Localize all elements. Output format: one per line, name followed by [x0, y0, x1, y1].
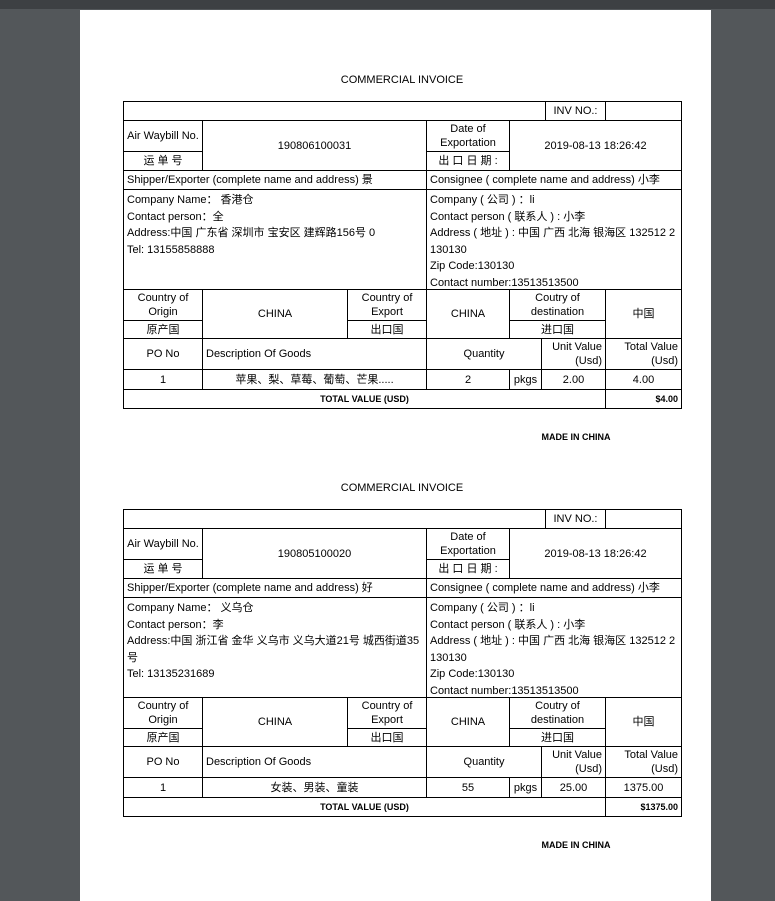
export-country-label-cn: 出口国 [347, 320, 427, 339]
col-po-no: PO No [123, 746, 203, 778]
origin-label-cn: 原产国 [123, 728, 203, 747]
shipper-details: Company Name： 香港仓 Contact person：全 Address… [123, 189, 427, 290]
consignee-line: Zip Code:130130 [430, 668, 515, 680]
col-unit-value: Unit Value (Usd) [541, 746, 606, 778]
inv-no-value [605, 509, 682, 529]
destination-label: Coutry of destination [509, 289, 606, 321]
shipper-line: Tel: 13135231689 [127, 668, 215, 680]
consignee-details: Company ( 公司 ) ：li Contact person ( 联系人 )… [426, 597, 682, 698]
item-unit-value: 25.00 [541, 777, 606, 798]
destination-label-cn: 进口国 [509, 320, 606, 339]
waybill-label-cn: 运 单 号 [123, 151, 203, 171]
item-unit: pkgs [509, 369, 542, 390]
document-page: COMMERCIAL INVOICE INV NO.: Air Waybill No… [80, 10, 711, 901]
waybill-label: Air Waybill No. [123, 528, 203, 560]
consignee-line: Company ( 公司 ) ：li [430, 194, 535, 206]
made-in-label: MADE IN CHINA [541, 432, 611, 442]
col-description: Description Of Goods [202, 338, 427, 370]
total-label: TOTAL VALUE (USD) [123, 797, 606, 817]
item-total-value: 1375.00 [605, 777, 682, 798]
date-label: Date of Exportation [426, 120, 510, 152]
destination-value: 中国 [605, 289, 682, 339]
shipper-header: Shipper/Exporter (complete name and addr… [123, 578, 427, 598]
col-unit-value: Unit Value (Usd) [541, 338, 606, 370]
date-label-cn: 出 口 日 期 : [426, 559, 510, 579]
total-value: $4.00 [605, 389, 682, 409]
item-po-no: 1 [123, 777, 203, 798]
waybill-label-cn: 运 单 号 [123, 559, 203, 579]
origin-value: CHINA [202, 697, 348, 747]
item-total-value: 4.00 [605, 369, 682, 390]
origin-label: Country of Origin [123, 289, 203, 321]
col-total-value: Total Value (Usd) [605, 338, 682, 370]
export-date: 2019-08-13 18:26:42 [509, 120, 682, 171]
col-quantity: Quantity [426, 338, 542, 370]
consignee-line: 130130 [430, 651, 467, 664]
waybill-label: Air Waybill No. [123, 120, 203, 152]
consignee-line: Contact person ( 联系人 ) : 小李 [430, 618, 586, 631]
destination-value: 中国 [605, 697, 682, 747]
export-country-label: Country of Export [347, 289, 427, 321]
consignee-line: Contact person ( 联系人 ) : 小李 [430, 210, 586, 223]
item-unit-value: 2.00 [541, 369, 606, 390]
consignee-line: Zip Code:130130 [430, 260, 515, 272]
item-unit: pkgs [509, 777, 542, 798]
consignee-details: Company ( 公司 ) ：li Contact person ( 联系人 )… [426, 189, 682, 290]
consignee-header: Consignee ( complete name and address) 小… [426, 170, 682, 190]
total-label: TOTAL VALUE (USD) [123, 389, 606, 409]
col-description: Description Of Goods [202, 746, 427, 778]
inv-no-label: INV NO.: [545, 509, 606, 529]
shipper-details: Company Name： 义乌仓 Contact person：李 Address… [123, 597, 427, 698]
date-label: Date of Exportation [426, 528, 510, 560]
shipper-header: Shipper/Exporter (complete name and addr… [123, 170, 427, 190]
origin-label: Country of Origin [123, 697, 203, 729]
waybill-number: 190805100020 [202, 528, 427, 579]
consignee-header: Consignee ( complete name and address) 小… [426, 578, 682, 598]
export-country-value: CHINA [426, 697, 510, 747]
item-po-no: 1 [123, 369, 203, 390]
shipper-line: Contact person：李 [127, 618, 224, 631]
col-po-no: PO No [123, 338, 203, 370]
inv-blank [123, 101, 546, 121]
shipper-line: Company Name： 义乌仓 [127, 602, 254, 614]
item-quantity: 55 [426, 777, 510, 798]
shipper-line: Address:中国 浙江省 金华 义乌市 义乌大道21号 城西街道35 [127, 635, 420, 647]
col-quantity: Quantity [426, 746, 542, 778]
shipper-line: Company Name： 香港仓 [127, 194, 254, 206]
shipper-line: 号 [127, 651, 138, 664]
viewer-toolbar [0, 0, 775, 9]
inv-blank [123, 509, 546, 529]
inv-no-label: INV NO.: [545, 101, 606, 121]
item-description: 女装、男装、童装 [202, 777, 427, 798]
invoice-title: COMMERCIAL INVOICE [340, 74, 464, 86]
consignee-line: Address ( 地址 ) : 中国 广西 北海 银海区 132512 2 [430, 635, 676, 647]
origin-value: CHINA [202, 289, 348, 339]
origin-label-cn: 原产国 [123, 320, 203, 339]
total-value: $1375.00 [605, 797, 682, 817]
consignee-line: Company ( 公司 ) ：li [430, 602, 535, 614]
item-description: 苹果、梨、草莓、葡萄、芒果..... [202, 369, 427, 390]
col-total-value: Total Value (Usd) [605, 746, 682, 778]
export-date: 2019-08-13 18:26:42 [509, 528, 682, 579]
destination-label-cn: 进口国 [509, 728, 606, 747]
invoice-title: COMMERCIAL INVOICE [340, 482, 464, 494]
made-in-label: MADE IN CHINA [541, 840, 611, 850]
export-country-label: Country of Export [347, 697, 427, 729]
consignee-line: Contact number:13513513500 [430, 684, 579, 697]
date-label-cn: 出 口 日 期 : [426, 151, 510, 171]
inv-no-value [605, 101, 682, 121]
export-country-value: CHINA [426, 289, 510, 339]
consignee-line: Contact number:13513513500 [430, 276, 579, 289]
item-quantity: 2 [426, 369, 510, 390]
consignee-line: Address ( 地址 ) : 中国 广西 北海 银海区 132512 2 [430, 227, 676, 239]
shipper-line: Address:中国 广东省 深圳市 宝安区 建辉路156号 0 [127, 227, 376, 239]
shipper-line: Contact person：全 [127, 210, 224, 223]
export-country-label-cn: 出口国 [347, 728, 427, 747]
waybill-number: 190806100031 [202, 120, 427, 171]
destination-label: Coutry of destination [509, 697, 606, 729]
shipper-line: Tel: 13155858888 [127, 243, 215, 256]
consignee-line: 130130 [430, 243, 467, 256]
